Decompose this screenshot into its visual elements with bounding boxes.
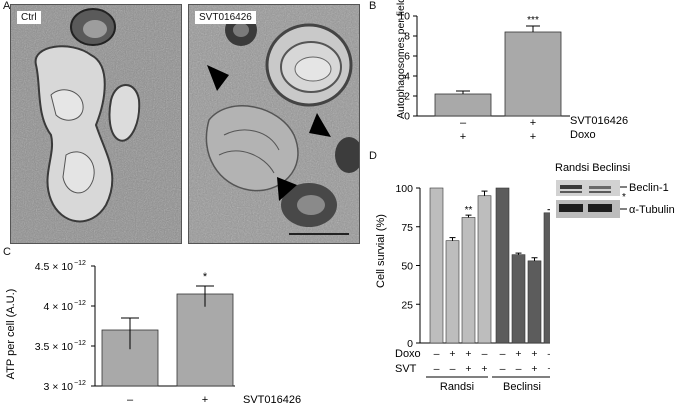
- panel-d-doxo-sign: +: [531, 348, 537, 360]
- svt016426-label: SVT016426: [195, 11, 256, 24]
- panel-c-ytick-label: 3 × 10: [44, 381, 74, 393]
- panel-d-doxo-sign: –: [482, 348, 488, 360]
- panel-d-svt-sign: –: [500, 363, 506, 375]
- panel-c-sign-plus: +: [202, 394, 208, 406]
- panel-d-svt-sign: –: [450, 363, 456, 375]
- panel-b-bar: [434, 93, 492, 117]
- blot-band: [560, 191, 582, 193]
- panel-c-letter: C: [3, 246, 11, 258]
- panel-d-letter: D: [369, 150, 377, 162]
- panel-b-letter: B: [369, 0, 377, 12]
- panel-c-ylabel: ATP per cell (A.U.): [5, 289, 17, 380]
- blot-label-tubulin: α-Tubulin: [629, 204, 675, 216]
- panel-d-svt-sign: +: [481, 363, 487, 375]
- em-image-ctrl-drawing: [11, 5, 181, 243]
- arrowhead-icon: [309, 113, 331, 137]
- panel-b-significance: ***: [527, 15, 539, 26]
- panel-d-bar: [445, 240, 460, 344]
- panel-c-ytick-exponent: −12: [74, 380, 86, 387]
- panel-c-ytick-exponent: −12: [74, 300, 86, 307]
- panel-d-doxo-sign: –: [434, 348, 440, 360]
- arrowhead-icon: [277, 177, 297, 201]
- panel-d-significance: **: [465, 205, 473, 216]
- em-image-svt016426: SVT016426: [188, 4, 360, 244]
- panel-b-ytick-label: 0: [404, 111, 410, 123]
- blot-band: [560, 185, 582, 189]
- blot-band: [559, 204, 583, 212]
- panel-b-sign-r1c2: +: [530, 117, 536, 129]
- panel-d-ytick-label: 100: [395, 183, 413, 195]
- panel-d-bar: [527, 260, 542, 344]
- panel-d-group-randsi: Randsi: [440, 381, 474, 393]
- panel-c-chart: ATP per cell (A.U.) 3 × 10 −123.5 × 10 −12…: [5, 260, 301, 406]
- panel-b-chart: Autophagosomes per field 0 2 4 6 8 10 *** – +…: [395, 0, 628, 143]
- panel-d-doxo-sign: +: [515, 348, 521, 360]
- panel-b-bar: [504, 31, 562, 117]
- panel-d-svt-sign: +: [547, 363, 550, 375]
- panel-d-doxo-sign: –: [500, 348, 506, 360]
- panel-d-bar: [543, 212, 550, 344]
- panel-c-xlabel: SVT016426: [243, 394, 301, 406]
- panel-d-ytick-label: 25: [401, 299, 413, 311]
- panel-d-ylabel: Cell survial (%): [375, 214, 387, 288]
- panel-b-sign-r2c1: +: [460, 131, 466, 143]
- panel-b-row-label-svt: SVT016426: [570, 115, 628, 127]
- panel-d-ytick-label: 50: [401, 261, 413, 273]
- panel-d-svt-sign: –: [434, 363, 440, 375]
- panel-b-row-label-doxo: Doxo: [570, 129, 596, 141]
- panel-d-row-label-svt: SVT: [395, 363, 417, 375]
- panel-c-sign-minus: –: [127, 394, 134, 406]
- panel-d-svt-sign: +: [465, 363, 471, 375]
- panel-a-letter: A: [3, 0, 11, 12]
- em-image-svt-drawing: [189, 5, 359, 243]
- panel-d-svt-sign: –: [516, 363, 522, 375]
- panel-b-ytick-label: 4: [404, 71, 410, 83]
- panel-b-ytick-label: 2: [404, 91, 410, 103]
- panel-c-ytick-label: 3.5 × 10: [35, 341, 73, 353]
- panel-c-ytick-label: 4.5 × 10: [35, 261, 73, 273]
- ctrl-label: Ctrl: [17, 11, 41, 24]
- panel-c-significance: *: [203, 271, 208, 283]
- panel-b-ytick-label: 8: [404, 31, 410, 43]
- panel-d-doxo-sign: +: [465, 348, 471, 360]
- panel-b-ylabel-line1: Autophagosomes per field: [395, 0, 407, 119]
- em-image-ctrl: Ctrl: [10, 4, 182, 244]
- panel-d-bar: [477, 195, 492, 344]
- blot-label-beclin: Beclin-1: [629, 182, 669, 194]
- panel-c-bar: [176, 293, 234, 387]
- blot-star: *: [622, 192, 626, 203]
- arrowhead-icon: [207, 65, 229, 91]
- panel-b-ytick-label: 6: [404, 51, 410, 63]
- blot-header: Randsi Beclinsi: [555, 162, 630, 174]
- panel-d-bar: [461, 217, 476, 344]
- blot-band: [588, 204, 612, 212]
- panel-d-bar: [495, 187, 510, 344]
- blot-band: [589, 186, 611, 189]
- panel-d-bar: [511, 254, 526, 344]
- panel-d-doxo-sign: +: [449, 348, 455, 360]
- panel-c-ytick-exponent: −12: [74, 340, 86, 347]
- panel-c-ytick-exponent: −12: [74, 260, 86, 267]
- panel-d-ytick-label: 75: [401, 222, 413, 234]
- panel-d-svt-sign: +: [531, 363, 537, 375]
- panel-d-doxo-sign: –: [548, 348, 550, 360]
- panel-b-sign-r2c2: +: [530, 131, 536, 143]
- blot-band: [589, 191, 611, 193]
- panel-b-ytick-label: 10: [398, 11, 410, 23]
- panel-c-ytick-label: 4 × 10: [44, 301, 74, 313]
- western-blot: Randsi Beclinsi Beclin-1 * α-Tubulin: [555, 162, 675, 218]
- panel-d-bar: [429, 187, 444, 344]
- panel-b-ylabel: Autophagosomes per field: [395, 0, 407, 119]
- panel-b-sign-r1c1: –: [460, 117, 467, 129]
- panel-d-row-label-doxo: Doxo: [395, 348, 421, 360]
- panel-d-group-beclinsi: Beclinsi: [503, 381, 541, 393]
- panel-d-ytick-label: 0: [407, 338, 413, 350]
